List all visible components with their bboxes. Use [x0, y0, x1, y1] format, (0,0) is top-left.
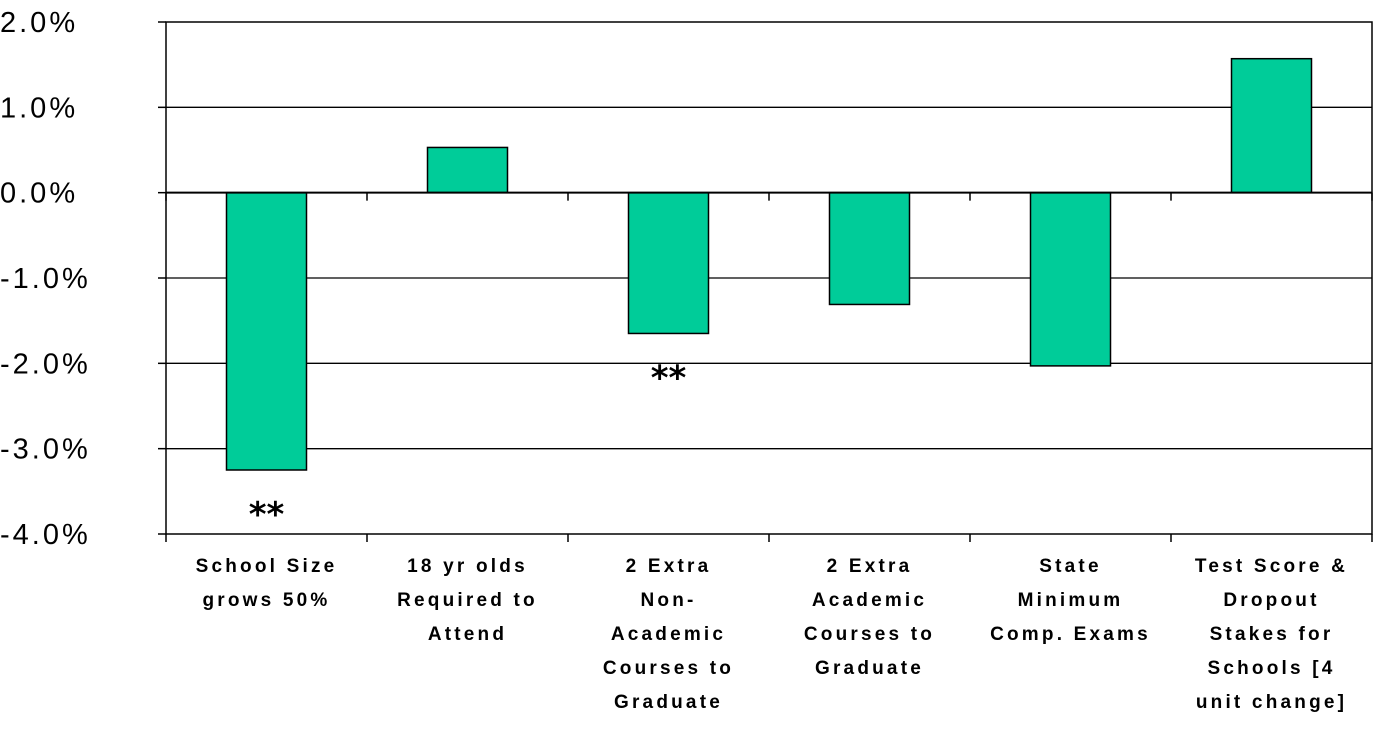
x-category-label: State Minimum Comp. Exams [990, 556, 1151, 645]
x-category-line: unit change] [1196, 692, 1347, 713]
x-category-line: Stakes for [1210, 624, 1334, 645]
x-category-line: School Size [196, 556, 338, 577]
y-tick-label: -3.0% [0, 434, 91, 466]
significance-marker: ** [249, 495, 285, 535]
y-tick-label: -1.0% [0, 263, 91, 295]
x-category-line: Graduate [614, 692, 723, 713]
x-axis-labels: School Size grows 50% 18 yr olds Required t… [196, 556, 1348, 713]
x-category-line: Non- [640, 590, 696, 611]
significance-marker: ** [651, 358, 687, 398]
bar [1230, 57, 1313, 194]
x-category-label: 2 Extra Academic Courses to Graduate [804, 556, 935, 679]
x-category-line: Academic [611, 624, 726, 645]
x-category-line: Attend [428, 624, 507, 645]
x-category-line: Academic [812, 590, 927, 611]
x-category-line: Minimum [1018, 590, 1124, 611]
bar [1029, 191, 1112, 367]
x-category-line: State [1039, 556, 1101, 577]
x-category-line: Test Score & [1195, 556, 1348, 577]
bar [426, 146, 509, 194]
x-axis [165, 191, 1373, 542]
bar [828, 191, 911, 306]
y-axis-ticks: 2.0% 1.0% 0.0% -1.0% -2.0% -3.0% -4.0% [0, 7, 166, 551]
x-category-line: Dropout [1223, 590, 1319, 611]
y-tick-label: 0.0% [0, 178, 78, 210]
significance-annotations: ** ** [249, 358, 687, 535]
x-category-label: Test Score & Dropout Stakes for Schools [4 u… [1195, 556, 1348, 713]
bar [225, 191, 308, 471]
y-tick-label: -4.0% [0, 519, 91, 551]
x-category-line: Schools [4 [1207, 658, 1335, 679]
y-tick-label: -2.0% [0, 348, 91, 380]
x-category-label: School Size grows 50% [196, 556, 338, 611]
x-category-line: Courses to [804, 624, 935, 645]
x-category-line: 2 Extra [626, 556, 712, 577]
y-tick-label: 2.0% [0, 7, 78, 39]
x-category-label: 2 Extra Non- Academic Courses to Graduate [603, 556, 734, 713]
gridlines [166, 106, 1372, 450]
x-category-line: 18 yr olds [407, 556, 528, 577]
x-category-line: Graduate [815, 658, 924, 679]
x-category-line: Comp. Exams [990, 624, 1151, 645]
x-category-label: 18 yr olds Required to Attend [397, 556, 538, 645]
x-category-line: Required to [397, 590, 538, 611]
x-category-line: grows 50% [202, 590, 330, 611]
x-category-line: 2 Extra [827, 556, 913, 577]
bars [225, 57, 1313, 471]
x-category-line: Courses to [603, 658, 734, 679]
y-tick-label: 1.0% [0, 92, 78, 124]
bar [627, 191, 710, 335]
